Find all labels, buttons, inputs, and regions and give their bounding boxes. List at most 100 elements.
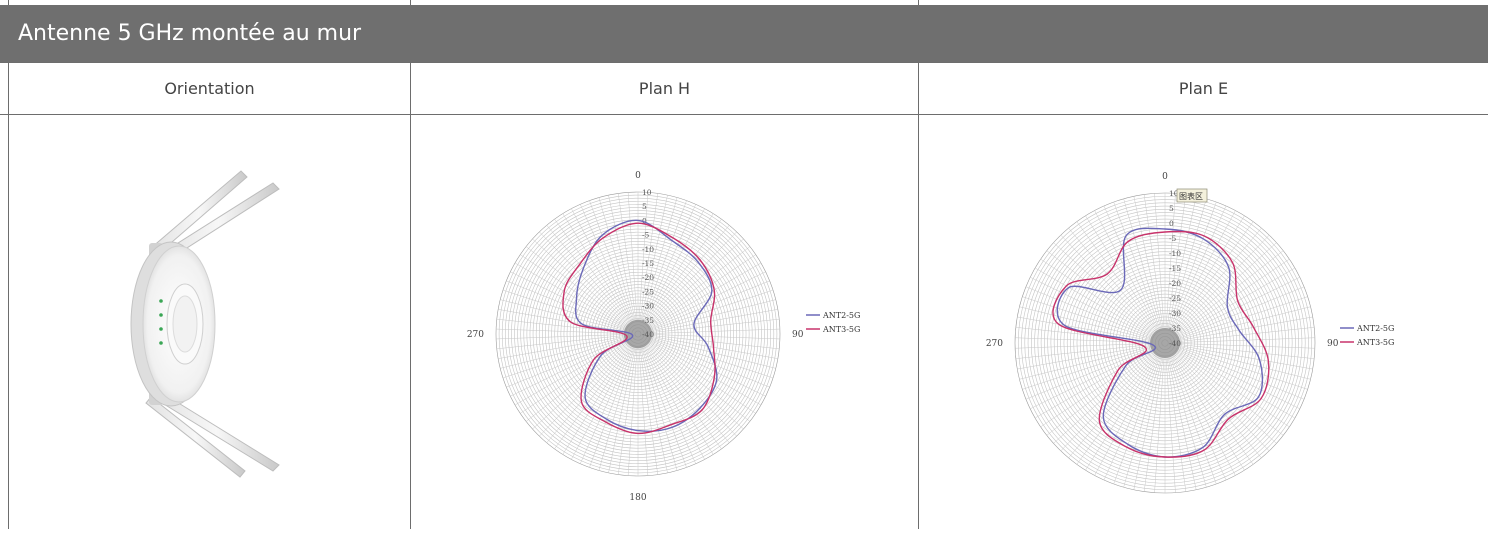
grid-spoke — [1022, 346, 1153, 390]
grid-spoke — [510, 271, 627, 329]
grid-spoke — [650, 309, 778, 333]
orientation-panel — [9, 115, 410, 529]
grid-spoke — [1165, 356, 1176, 493]
grid-spoke — [1174, 242, 1277, 335]
grid-spoke — [1174, 352, 1270, 452]
grid-spoke — [627, 346, 638, 476]
grid-spoke — [1177, 347, 1305, 400]
status-led-1 — [159, 299, 163, 303]
grid-spoke — [639, 346, 659, 475]
grid-spoke — [1174, 351, 1277, 444]
grid-spoke — [1103, 205, 1160, 331]
grid-spoke — [647, 341, 751, 422]
angle-label-270: 270 — [986, 339, 1003, 349]
grid-spoke — [520, 340, 628, 414]
grid-spoke — [1076, 221, 1158, 333]
grid-spoke — [608, 195, 636, 322]
plan-h-panel: 10 5 0 -5 -10 -15 -20 -25 -30 -35 -40 0 90 180 270 ANT2… — [411, 115, 918, 529]
angle-label-0: 0 — [635, 171, 641, 181]
grid-spoke — [650, 334, 780, 340]
grid-spoke — [617, 346, 637, 475]
polar-grid — [1014, 192, 1316, 494]
antenna-lower-1 — [145, 396, 246, 478]
grid-spoke — [649, 280, 770, 330]
radial-tick-label: -20 — [1169, 279, 1181, 288]
grid-spoke — [1178, 346, 1311, 380]
grid-spoke — [1133, 196, 1163, 330]
grid-spoke — [640, 346, 668, 473]
grid-spoke — [500, 336, 626, 369]
grid-spoke — [1171, 215, 1245, 332]
grid-spoke — [1015, 344, 1152, 359]
grid-spoke — [580, 204, 634, 323]
grid-spoke — [554, 218, 631, 324]
radial-tick-label: -10 — [642, 245, 654, 254]
column-header-plan-h: Plan H — [638, 79, 691, 98]
grid-spoke — [1172, 221, 1254, 333]
grid-spoke — [639, 193, 659, 322]
grid-spoke — [554, 344, 631, 450]
legend-label: ANT2-5G — [822, 311, 860, 320]
column-header-plan-e: Plan E — [1178, 79, 1229, 98]
grid-spoke — [1176, 258, 1290, 336]
grid-spoke — [646, 343, 737, 437]
grid-spoke — [571, 345, 633, 460]
grid-spoke — [650, 318, 780, 333]
radial-tick-label: -40 — [642, 330, 654, 339]
grid-spoke — [1154, 193, 1165, 330]
grid-spoke — [1166, 194, 1187, 330]
chart-area-tooltip-label: 图表区 — [1179, 191, 1203, 201]
grid-spoke — [546, 343, 630, 443]
angle-label-90: 90 — [1327, 339, 1339, 349]
grid-spoke — [641, 197, 678, 322]
grid-spoke — [650, 336, 776, 369]
grid-spoke — [644, 344, 714, 455]
grid-spoke — [1034, 349, 1154, 419]
grid-spoke — [520, 254, 628, 328]
grid-spoke — [1094, 210, 1159, 332]
angle-label-270: 270 — [467, 330, 484, 340]
grid-spoke — [1025, 286, 1153, 339]
grid-spoke — [640, 195, 668, 322]
grid-center — [623, 319, 653, 349]
grid-spoke — [589, 200, 634, 323]
status-led-4 — [159, 341, 163, 345]
grid-spoke — [525, 341, 629, 422]
polar-grid — [495, 191, 781, 477]
grid-spoke — [1060, 352, 1156, 452]
section-title: Antenne 5 GHz montée au mur — [0, 5, 1488, 62]
access-point-image — [130, 170, 280, 478]
grid-spoke — [608, 346, 636, 473]
grid-spoke — [1176, 350, 1290, 428]
grid-spoke — [1171, 210, 1236, 332]
radial-tick-labels: 10 5 0 -5 -10 -15 -20 -25 -30 -35 -40 — [642, 188, 654, 339]
grid-spoke — [1017, 316, 1152, 341]
grid-spoke — [1034, 267, 1154, 337]
grid-spoke — [638, 192, 649, 322]
grid-spoke — [1174, 234, 1270, 334]
grid-spoke — [1040, 350, 1154, 428]
radial-tick-label: -25 — [1169, 294, 1181, 303]
grid-spoke — [1165, 193, 1176, 330]
status-led-2 — [159, 313, 163, 317]
legend-label: ANT3-5G — [822, 325, 860, 334]
grid-spoke — [598, 346, 635, 471]
grid-spoke — [1168, 355, 1207, 488]
header-row-top-border — [0, 62, 1488, 63]
grid-spoke — [1173, 227, 1262, 333]
grid-spoke — [539, 231, 630, 325]
grid-spoke — [1015, 343, 1152, 349]
grid-spoke — [1068, 353, 1157, 459]
radial-tick-label: -40 — [1169, 339, 1181, 348]
radial-tick-label: -30 — [1169, 309, 1181, 318]
column-divider-1 — [410, 62, 411, 529]
grid-spoke — [532, 342, 629, 430]
legend-label: ANT3-5G — [1356, 338, 1394, 347]
grid-spoke — [500, 299, 626, 332]
grid-spoke — [1133, 356, 1163, 490]
header-row-bottom-border — [0, 114, 1488, 115]
grid-spoke — [502, 337, 626, 379]
angle-label-180: 180 — [629, 493, 646, 503]
grid-spoke — [642, 204, 696, 323]
grid-spoke — [645, 344, 722, 450]
